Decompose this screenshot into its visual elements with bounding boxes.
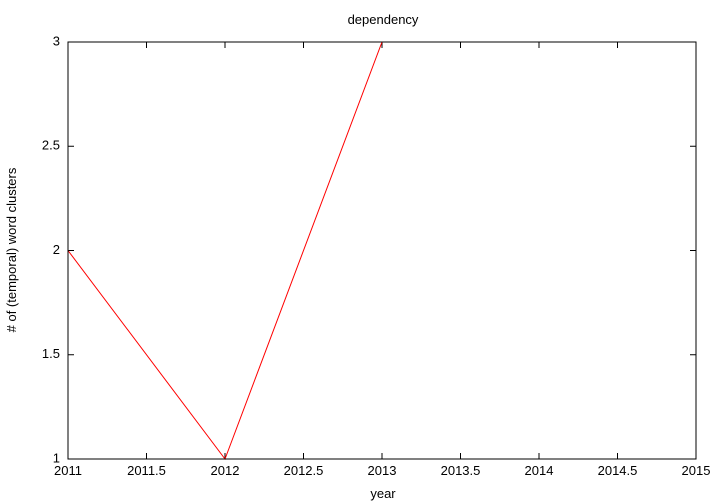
x-tick-label: 2015 <box>682 463 711 478</box>
y-tick-label: 1.5 <box>42 346 60 361</box>
x-tick-label: 2013 <box>368 463 397 478</box>
x-tick-label: 2013.5 <box>441 463 481 478</box>
y-tick-label: 3 <box>53 33 60 48</box>
y-axis-label: # of (temporal) word clusters <box>4 167 19 332</box>
y-tick-label: 1 <box>53 450 60 465</box>
x-tick-label: 2012 <box>211 463 240 478</box>
x-tick-label: 2011 <box>54 463 82 478</box>
plot-frame <box>67 41 697 460</box>
x-tick-label: 2012.5 <box>284 463 324 478</box>
axis-ticks: 2011 2011.5 2012 2012.5 2013 2013.5 2014 2014.5… <box>42 33 711 478</box>
x-tick-label: 2014 <box>525 463 554 478</box>
series-line <box>67 41 696 461</box>
x-tick-label: 2014.5 <box>598 463 638 478</box>
series-layer <box>67 41 696 461</box>
x-axis-label: year <box>370 486 396 501</box>
x-tick-label: 2011.5 <box>127 463 166 478</box>
y-tick-label: 2.5 <box>42 138 60 153</box>
chart-title: dependency <box>348 12 419 27</box>
y-tick-label: 2 <box>53 242 60 257</box>
